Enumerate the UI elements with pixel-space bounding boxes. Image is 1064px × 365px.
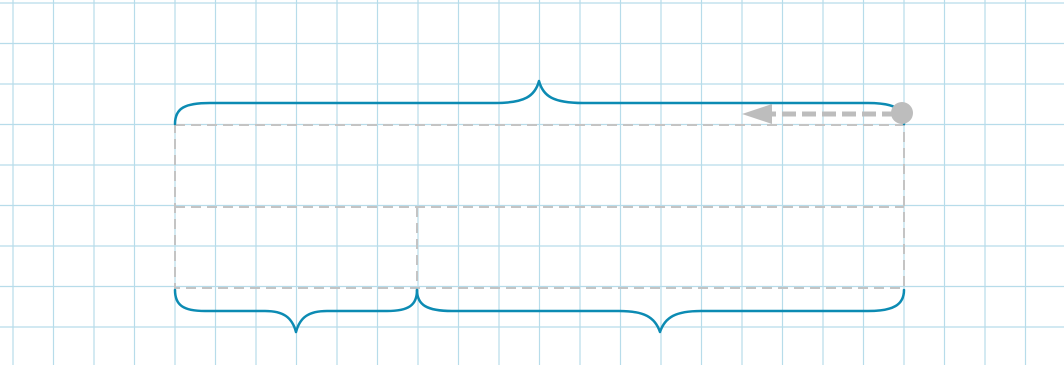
dashed-rectangle: [174, 124, 905, 289]
arrow-head-icon: [742, 104, 772, 124]
return-arrow: [742, 102, 913, 124]
bottom-left-brace: [173, 288, 419, 334]
bottom-right-brace: [415, 288, 906, 334]
arrow-start-dot-icon: [891, 102, 913, 124]
top-brace: [173, 79, 906, 126]
